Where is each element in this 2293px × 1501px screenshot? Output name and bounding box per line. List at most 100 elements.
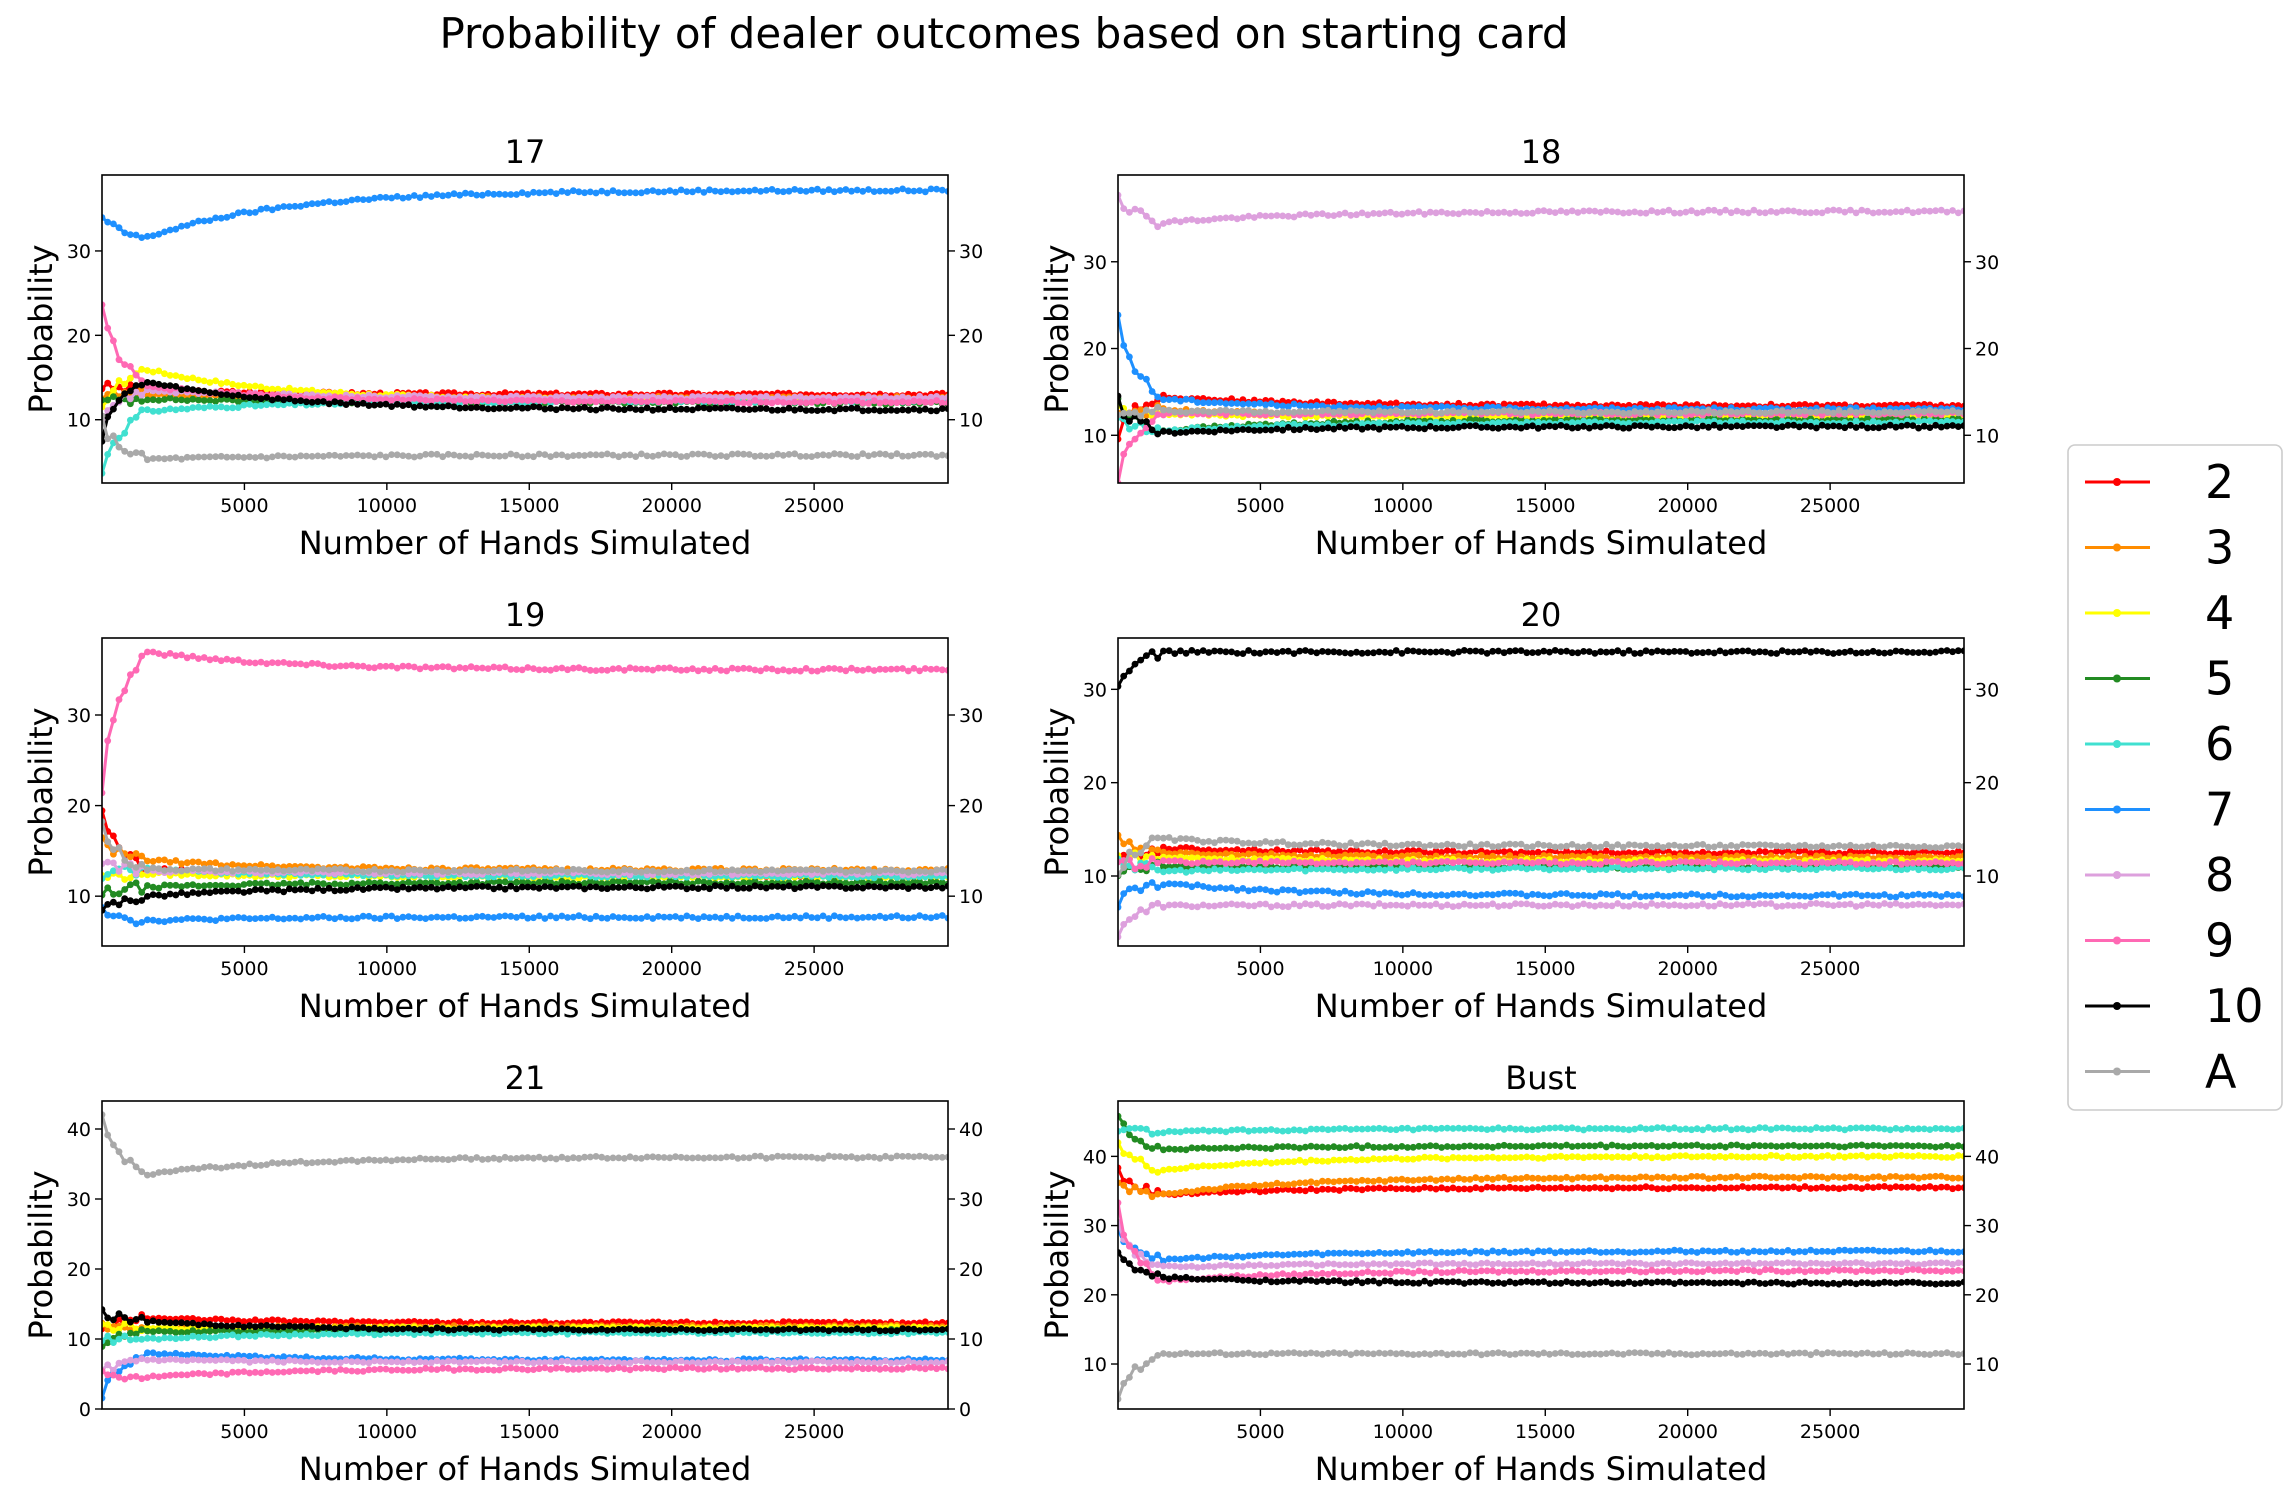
data-point	[1250, 427, 1258, 434]
data-point	[1654, 209, 1661, 216]
data-point	[371, 914, 378, 922]
data-point	[149, 858, 157, 865]
data-point	[1205, 216, 1213, 224]
data-point	[308, 867, 316, 875]
data-point	[337, 865, 344, 873]
data-point	[745, 914, 753, 922]
data-point	[263, 879, 271, 887]
data-point	[513, 191, 520, 198]
data-point	[450, 880, 458, 887]
data-point	[320, 661, 327, 669]
data-point	[1387, 408, 1394, 415]
data-point	[234, 866, 242, 873]
data-point	[1676, 209, 1684, 217]
data-point	[660, 883, 668, 891]
data-point	[410, 403, 418, 411]
data-point	[609, 867, 617, 875]
data-point	[1273, 402, 1281, 409]
data-point	[1659, 423, 1667, 431]
data-point	[286, 874, 293, 881]
data-point	[331, 398, 339, 406]
data-point	[479, 396, 486, 403]
data-point	[626, 882, 634, 890]
data-point	[473, 450, 481, 458]
data-point	[1466, 416, 1474, 423]
data-point	[1256, 408, 1264, 416]
data-point	[212, 214, 220, 222]
data-point	[876, 867, 884, 875]
data-point	[189, 652, 197, 660]
data-point	[660, 188, 668, 196]
data-point	[518, 867, 526, 875]
data-point	[456, 664, 464, 671]
data-point	[899, 398, 906, 406]
data-point	[558, 404, 566, 412]
data-point	[876, 912, 884, 920]
data-point	[240, 401, 248, 409]
data-point	[183, 397, 191, 404]
data-point	[904, 399, 912, 406]
data-point	[104, 911, 112, 919]
data-point	[223, 882, 231, 890]
data-point	[496, 664, 503, 672]
data-point	[672, 913, 679, 920]
data-point	[121, 429, 129, 437]
data-point	[1909, 407, 1917, 415]
data-point	[666, 664, 674, 672]
data-point	[1177, 429, 1184, 436]
data-point	[1654, 422, 1661, 430]
data-point	[427, 402, 435, 410]
data-point	[348, 868, 356, 875]
data-point	[462, 914, 469, 922]
data-point	[507, 882, 515, 890]
data-point	[1415, 851, 1423, 859]
data-point	[1267, 409, 1275, 417]
data-point	[1523, 423, 1531, 431]
data-point	[802, 407, 810, 414]
data-point	[1529, 209, 1536, 217]
data-point	[229, 453, 237, 461]
data-point	[115, 397, 123, 404]
data-point	[1216, 399, 1224, 406]
data-point	[320, 913, 327, 920]
data-point	[467, 453, 475, 461]
data-point	[1307, 425, 1315, 433]
data-point	[405, 878, 412, 886]
data-point	[467, 914, 475, 922]
data-point	[1858, 206, 1866, 214]
data-point	[552, 451, 560, 459]
data-point	[1801, 401, 1809, 408]
data-point	[1875, 424, 1883, 432]
data-point	[280, 203, 288, 210]
data-point	[1784, 421, 1792, 429]
data-point	[876, 399, 884, 407]
data-point	[1443, 420, 1451, 427]
y-tick-label-right: 20	[1975, 339, 1999, 361]
data-point	[1415, 419, 1423, 426]
data-point	[819, 665, 827, 673]
data-point	[762, 867, 770, 874]
data-point	[1262, 407, 1269, 415]
data-point	[138, 897, 146, 904]
data-point	[882, 866, 889, 874]
data-point	[427, 664, 435, 672]
data-point	[603, 868, 611, 876]
data-point	[138, 398, 146, 405]
data-point	[893, 665, 901, 673]
data-point	[132, 879, 140, 887]
data-point	[513, 885, 520, 893]
data-point	[1495, 419, 1502, 427]
data-point	[564, 666, 571, 674]
data-point	[711, 882, 719, 890]
data-point	[1875, 409, 1883, 417]
data-point	[178, 405, 185, 413]
data-point	[342, 887, 350, 894]
data-point	[1778, 417, 1786, 425]
data-point	[1341, 404, 1349, 412]
data-point	[1211, 428, 1218, 436]
data-point	[649, 867, 657, 875]
y-tick-label-left: 30	[67, 241, 91, 263]
data-point	[1671, 417, 1678, 425]
data-point	[308, 914, 316, 922]
data-point	[473, 191, 481, 199]
